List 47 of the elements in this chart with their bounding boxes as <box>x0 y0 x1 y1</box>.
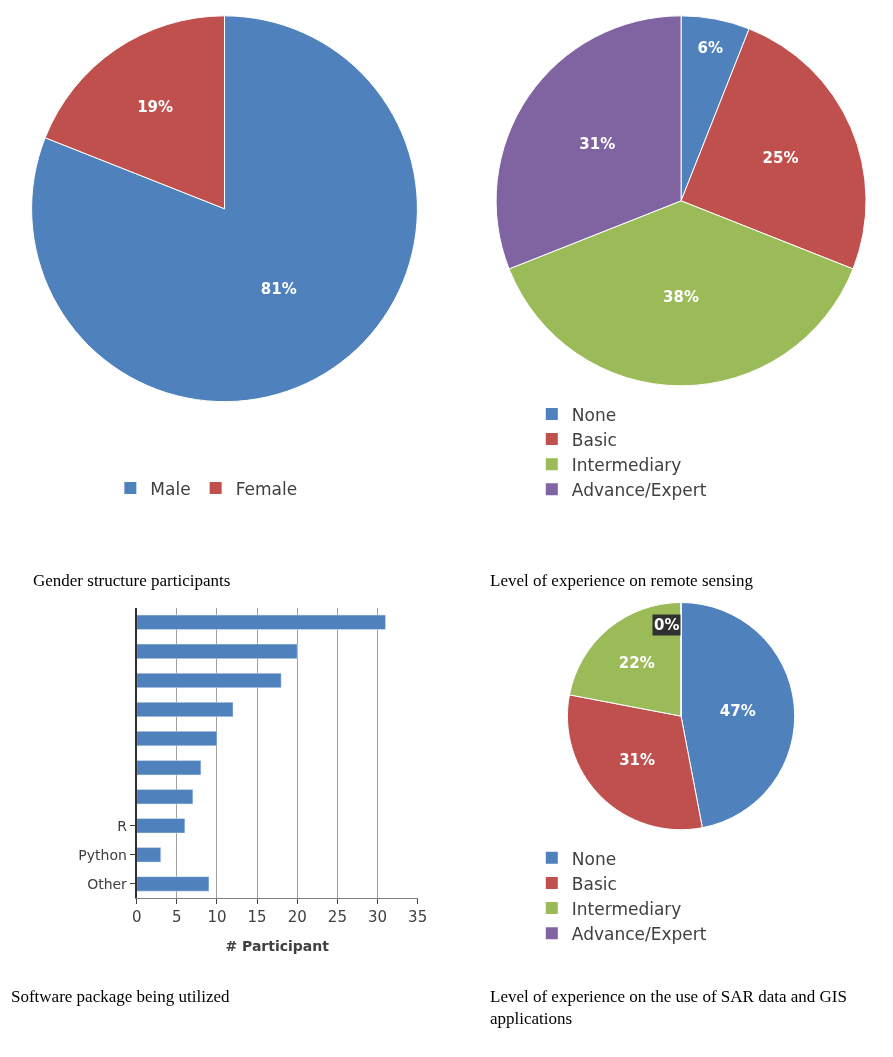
legend-label: Advance/Expert <box>571 479 707 500</box>
y-tick-label: Other <box>87 875 128 892</box>
bar <box>136 847 162 863</box>
data-label: 25% <box>762 148 799 167</box>
legend-label: Basic <box>571 873 617 894</box>
legend-label: Basic <box>571 429 617 450</box>
legend-label: Female <box>235 478 298 499</box>
bar <box>136 643 298 659</box>
data-label: 31% <box>619 751 656 770</box>
text: Level of experience on the use of SAR data and GIS applications <box>490 987 847 1029</box>
data-label: 47% <box>719 701 756 720</box>
x-tick-label: 0 <box>131 908 142 927</box>
bar <box>136 760 202 776</box>
x-tick-label: 35 <box>408 908 428 927</box>
legend-label: Intermediary <box>571 898 682 919</box>
x-tick-label: 30 <box>367 908 388 927</box>
x-tick-label: 25 <box>327 908 347 927</box>
pie-slice <box>31 15 418 403</box>
bar <box>136 614 386 630</box>
y-tick-label: Python <box>78 846 127 863</box>
data-label: 31% <box>579 134 616 153</box>
text: Level of experience on remote sensing <box>490 571 754 590</box>
x-axis-title: # Participant <box>225 937 330 954</box>
legend-label: Male <box>150 478 191 499</box>
data-label: 81% <box>260 279 297 298</box>
x-tick-label: 5 <box>172 908 182 927</box>
bar <box>136 702 234 718</box>
x-tick-label: 20 <box>287 908 307 927</box>
bar <box>136 731 218 747</box>
text: Software package being utilized <box>11 987 231 1006</box>
text: 0% <box>654 616 680 634</box>
bar <box>136 672 282 688</box>
text: Gender structure participants <box>33 571 231 590</box>
x-tick-label: 15 <box>247 908 267 927</box>
bar <box>136 818 186 834</box>
data-label: 38% <box>663 287 700 306</box>
legend-label: Intermediary <box>571 454 682 475</box>
data-label: 6% <box>697 38 723 57</box>
legend-label: Advance/Expert <box>571 923 707 944</box>
data-label: 22% <box>618 653 655 672</box>
legend-label: None <box>571 404 617 425</box>
bar <box>136 789 194 805</box>
legend-label: None <box>571 848 617 869</box>
x-tick-label: 10 <box>207 908 227 927</box>
data-label: 19% <box>137 97 174 116</box>
y-tick-label: R <box>117 817 128 834</box>
bar <box>136 876 210 892</box>
